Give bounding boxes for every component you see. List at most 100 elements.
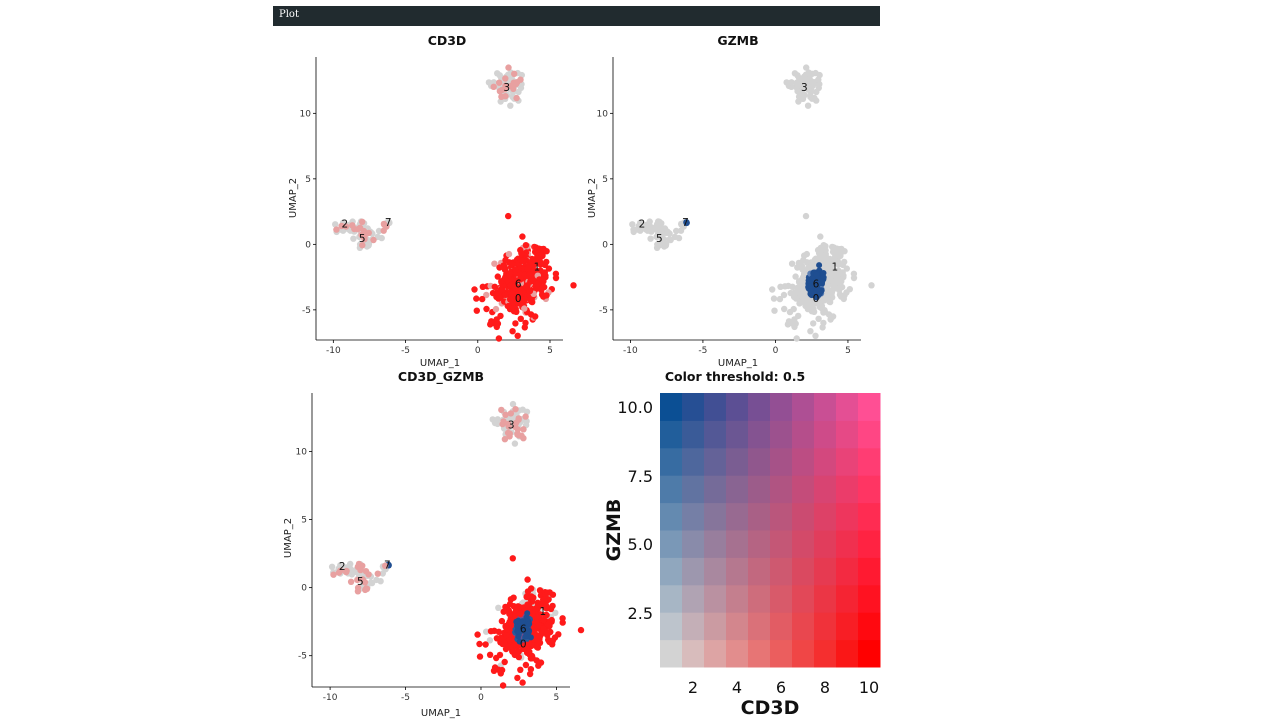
cell-point (490, 83, 497, 91)
legend-color-cell (704, 639, 727, 668)
x-tick-label: 5 (547, 346, 553, 356)
legend-color-cell (814, 584, 837, 613)
cell-point (559, 615, 566, 622)
legend-color-grid (660, 393, 881, 668)
cell-point (535, 622, 542, 629)
cell-point (332, 221, 339, 228)
cell-point (496, 264, 503, 271)
y-tick-label: 10 (597, 109, 609, 119)
legend-color-cell (682, 420, 705, 449)
cell-point (490, 667, 498, 674)
cluster-label: 3 (503, 82, 510, 94)
cell-point (501, 263, 508, 270)
cell-point (492, 305, 500, 313)
cell-point (505, 250, 513, 258)
cell-point (359, 242, 366, 249)
cell-point (781, 305, 788, 313)
panel-cluster-labels: 3 2 5 7 1 6 0 (342, 82, 541, 305)
cell-point (502, 93, 509, 100)
x-tick-label: 0 (475, 346, 481, 356)
cell-point (780, 291, 788, 299)
cell-point (337, 562, 344, 569)
cell-point (523, 408, 531, 415)
legend-color-cell (836, 584, 859, 613)
x-tick-label: -10 (323, 693, 338, 703)
legend-x-tick: 4 (732, 678, 742, 697)
legend-color-cell (836, 612, 859, 641)
cell-point (832, 258, 839, 265)
cell-point (473, 295, 480, 302)
legend-color-cell (748, 502, 771, 531)
cell-point (532, 244, 539, 251)
legend-color-cell (704, 447, 727, 476)
legend-color-cell (660, 475, 683, 504)
cell-point (644, 227, 651, 234)
cell-point (793, 79, 801, 86)
cell-point (788, 83, 795, 91)
cell-point (502, 622, 509, 630)
legend-color-cell (858, 502, 881, 531)
cell-point (517, 275, 524, 282)
cluster-label: 3 (801, 82, 808, 94)
panel-title: CD3D_GZMB (398, 369, 484, 385)
legend-color-cell (792, 502, 815, 531)
cell-point (514, 674, 521, 682)
legend-color-cell (660, 612, 683, 641)
cell-point (515, 416, 522, 423)
legend-color-cell (682, 475, 705, 504)
x-tick-label: -10 (623, 346, 638, 356)
cluster-label: 5 (656, 233, 663, 245)
cluster-label: 1 (832, 262, 839, 274)
cell-point (509, 277, 516, 284)
cell-point (783, 79, 790, 86)
cell-point (801, 252, 808, 259)
cell-point (511, 641, 518, 648)
cell-point (519, 257, 526, 264)
cell-point (497, 312, 504, 320)
cell-point (840, 295, 847, 303)
y-tick-label: 5 (602, 175, 608, 185)
cell-point (808, 302, 816, 309)
cell-point (776, 295, 784, 303)
cell-point (807, 328, 814, 335)
cell-point (540, 625, 547, 632)
cell-point (505, 607, 513, 615)
cell-point (485, 79, 493, 86)
legend-color-cell (660, 502, 683, 531)
cell-point (506, 636, 513, 644)
legend-color-cell (726, 447, 749, 476)
cell-point (374, 570, 381, 577)
cell-point (497, 286, 505, 293)
legend-x-tick: 2 (688, 678, 698, 697)
legend-color-cell (858, 639, 881, 668)
cell-point (522, 413, 529, 420)
cell-point (799, 298, 807, 305)
cell-point (671, 233, 679, 241)
cell-point (522, 284, 530, 291)
cell-point (803, 64, 810, 71)
plot-title-bar: Plot (273, 6, 880, 26)
legend-color-cell (748, 530, 771, 558)
cell-point (781, 283, 789, 290)
cell-point (498, 406, 505, 414)
cell-point (541, 269, 548, 276)
legend-color-cell (704, 420, 727, 449)
cell-point (493, 635, 501, 642)
cell-point (538, 251, 545, 258)
cell-point (512, 406, 519, 413)
legend-color-cell (770, 420, 793, 449)
y-tick-label: 10 (300, 109, 312, 119)
y-tick-label: 0 (305, 240, 311, 250)
y-tick-label: -5 (599, 306, 608, 316)
y-tick-label: 10 (296, 448, 308, 458)
cell-point (518, 250, 525, 257)
legend-color-cell (814, 612, 837, 641)
cell-point (835, 267, 842, 274)
cell-point (799, 85, 806, 93)
cell-point (473, 307, 480, 314)
cell-point (347, 578, 355, 585)
cell-point (514, 79, 521, 86)
cell-point (809, 264, 817, 271)
